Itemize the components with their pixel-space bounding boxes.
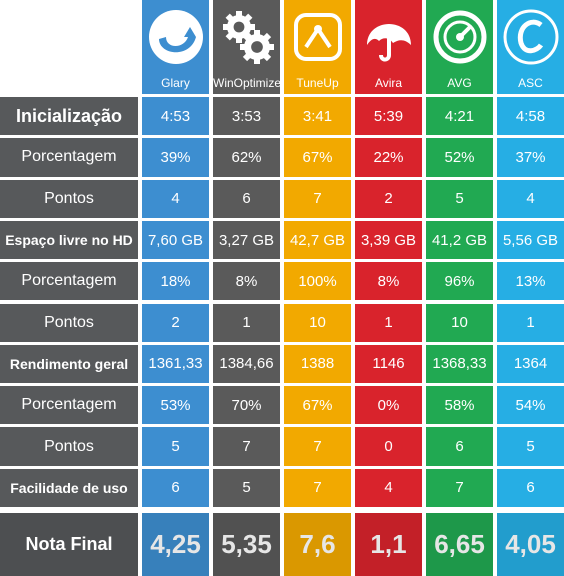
table-cell: 8% [213, 262, 280, 301]
table-cell: 10 [426, 303, 493, 342]
column-name: AVG [447, 76, 472, 90]
table-cell: 1384,66 [213, 344, 280, 384]
table-cell: 7 [284, 179, 351, 218]
table-cell: 52% [426, 138, 493, 177]
table-cell: 6 [142, 468, 209, 507]
tuneup-logo-icon [284, 0, 351, 74]
table-cell: 5 [497, 427, 564, 466]
column-header-avira: Avira [355, 0, 422, 94]
table-cell: 6 [213, 179, 280, 218]
avira-umbrella-icon [355, 0, 422, 74]
table-cell: 1146 [355, 344, 422, 384]
avg-gauge-icon [426, 0, 493, 74]
table-cell: 4 [497, 179, 564, 218]
glary-logo-icon [142, 0, 209, 74]
table-cell: 4 [142, 179, 209, 218]
row-label: Pontos [0, 303, 138, 342]
final-score: 5,35 [213, 513, 280, 576]
column-name: WinOptimizer [213, 76, 286, 90]
table-cell: 4 [355, 468, 422, 507]
final-score: 1,1 [355, 513, 422, 576]
row-label: Rendimento geral [0, 344, 138, 384]
table-cell: 53% [142, 386, 209, 425]
row-label: Inicialização [0, 97, 138, 136]
final-score: 6,65 [426, 513, 493, 576]
column-name: Avira [374, 76, 403, 90]
column-header-asc: ASC [497, 0, 564, 94]
table-cell: 1388 [284, 344, 351, 384]
table-cell: 0% [355, 386, 422, 425]
table-cell: 7 [213, 427, 280, 466]
table-cell: 2 [142, 303, 209, 342]
table-cell: 58% [426, 386, 493, 425]
table-cell: 3,27 GB [213, 220, 280, 260]
table-cell: 4:53 [142, 97, 209, 136]
gears-icon [213, 0, 280, 74]
table-cell: 22% [355, 138, 422, 177]
table-cell: 3:53 [213, 97, 280, 136]
table-cell: 62% [213, 138, 280, 177]
final-score: 4,25 [142, 513, 209, 576]
table-cell: 42,7 GB [284, 220, 351, 260]
table-cell: 1368,33 [426, 344, 493, 384]
row-label: Porcentagem [0, 138, 138, 177]
final-label: Nota Final [0, 513, 138, 576]
table-cell: 1 [497, 303, 564, 342]
corner-blank [0, 0, 138, 94]
table-cell: 54% [497, 386, 564, 425]
table-cell: 37% [497, 138, 564, 177]
table-cell: 5 [142, 427, 209, 466]
table-cell: 5 [426, 179, 493, 218]
table-cell: 4:58 [497, 97, 564, 136]
row-label: Porcentagem [0, 262, 138, 301]
table-cell: 3,39 GB [355, 220, 422, 260]
table-cell: 3:41 [284, 97, 351, 136]
table-cell: 67% [284, 386, 351, 425]
table-cell: 6 [497, 468, 564, 507]
row-label: Facilidade de uso [0, 468, 138, 507]
table-cell: 70% [213, 386, 280, 425]
column-header-tuneup: TuneUp [284, 0, 351, 94]
column-name: ASC [518, 76, 543, 90]
table-cell: 4:21 [426, 97, 493, 136]
table-cell: 100% [284, 262, 351, 301]
table-cell: 1361,33 [142, 344, 209, 384]
final-score: 7,6 [284, 513, 351, 576]
table-cell: 8% [355, 262, 422, 301]
table-cell: 96% [426, 262, 493, 301]
table-cell: 7,60 GB [142, 220, 209, 260]
column-name: Glary [161, 76, 190, 90]
column-name: TuneUp [296, 76, 339, 90]
final-score: 4,05 [497, 513, 564, 576]
table-cell: 5:39 [355, 97, 422, 136]
column-header-avg: AVG [426, 0, 493, 94]
row-label: Espaço livre no HD [0, 220, 138, 260]
row-label: Pontos [0, 427, 138, 466]
table-cell: 18% [142, 262, 209, 301]
column-header-winoptimizer: WinOptimizer [213, 0, 286, 94]
table-cell: 7 [426, 468, 493, 507]
table-cell: 7 [284, 427, 351, 466]
table-cell: 1 [213, 303, 280, 342]
table-cell: 39% [142, 138, 209, 177]
table-cell: 6 [426, 427, 493, 466]
row-label: Porcentagem [0, 386, 138, 425]
table-cell: 13% [497, 262, 564, 301]
table-cell: 10 [284, 303, 351, 342]
table-cell: 67% [284, 138, 351, 177]
asc-logo-icon [497, 0, 564, 74]
table-cell: 0 [355, 427, 422, 466]
table-cell: 41,2 GB [426, 220, 493, 260]
table-cell: 7 [284, 468, 351, 507]
table-cell: 5 [213, 468, 280, 507]
table-cell: 1364 [497, 344, 564, 384]
table-cell: 2 [355, 179, 422, 218]
row-label: Pontos [0, 179, 138, 218]
column-header-glary: Glary [142, 0, 209, 94]
table-cell: 5,56 GB [497, 220, 564, 260]
table-cell: 1 [355, 303, 422, 342]
